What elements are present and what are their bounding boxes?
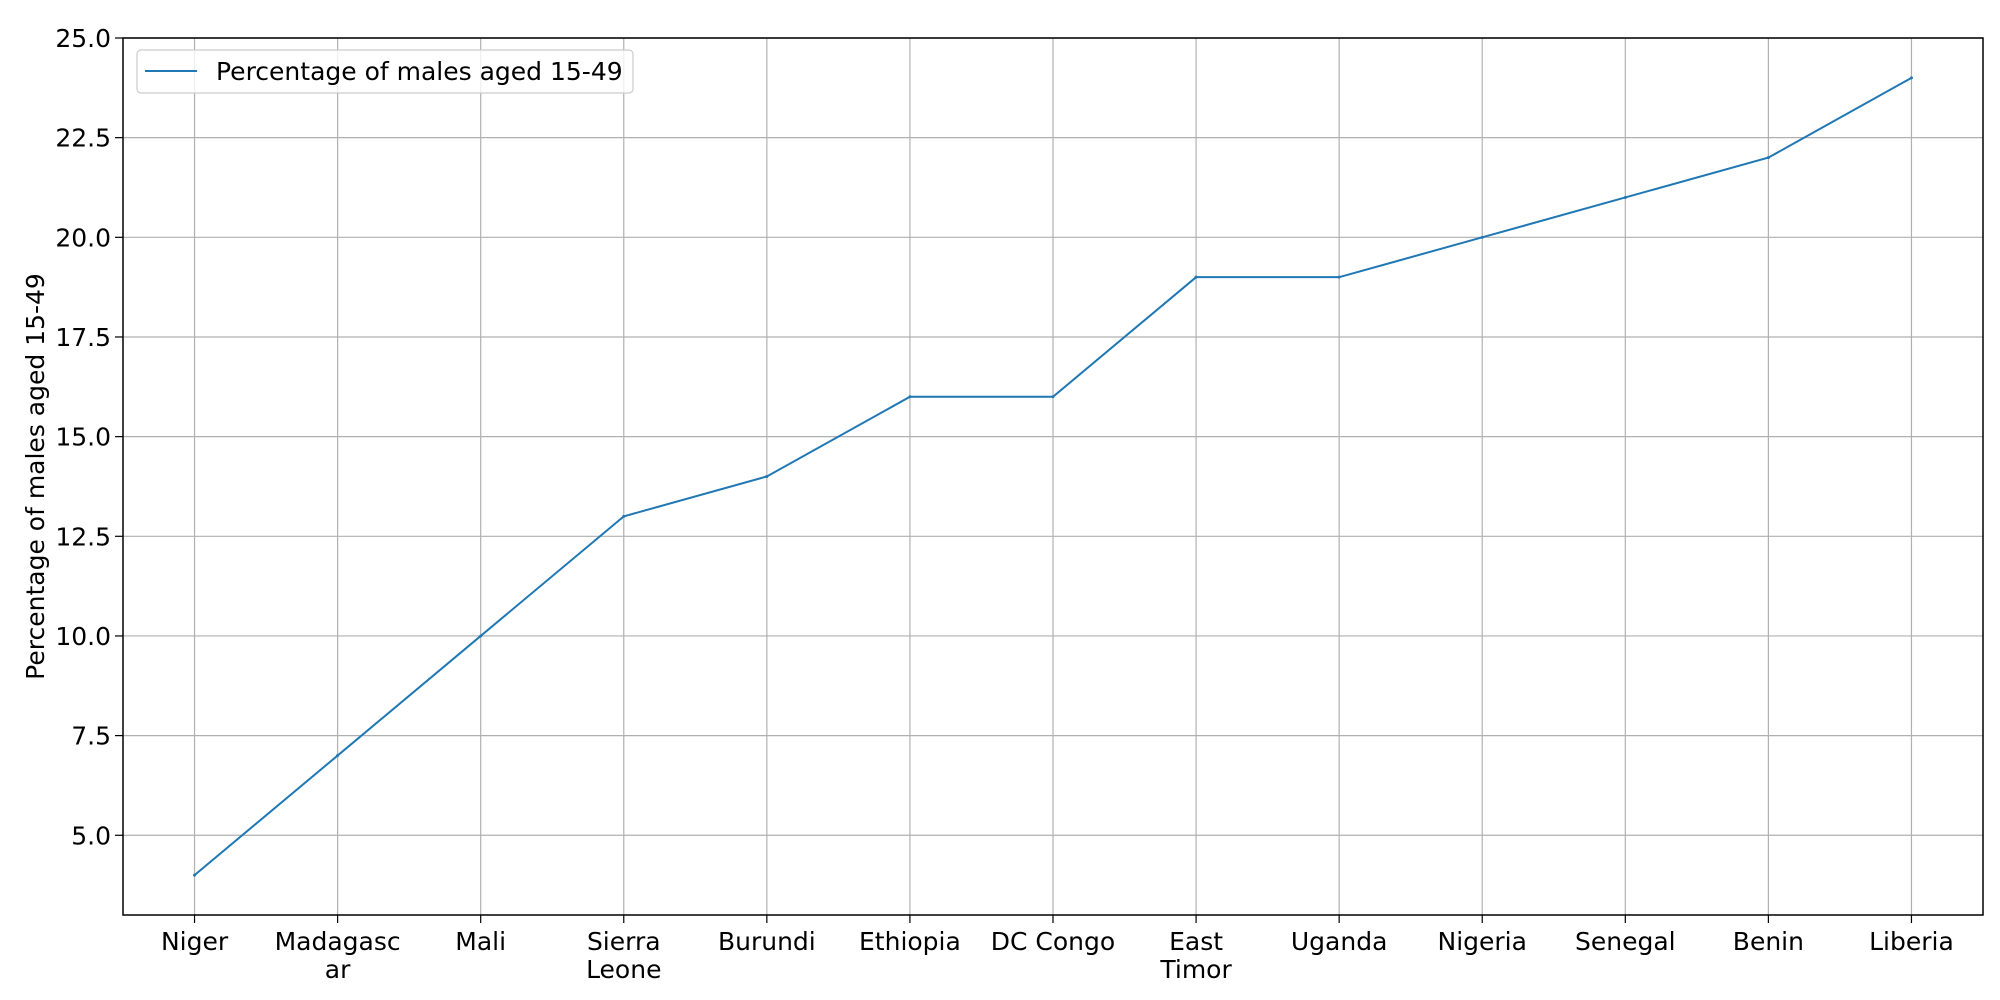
x-axis-ticks: Niger Madagasc ar Mali Sierra Leone Burundi Eth… — [161, 915, 1954, 984]
data-point — [1194, 275, 1198, 279]
x-tick-label: Uganda — [1291, 927, 1388, 956]
data-point — [479, 634, 483, 638]
legend-box — [136, 49, 634, 94]
x-tick-label: East Timor — [1159, 927, 1232, 984]
data-point — [765, 475, 769, 478]
x-tick-label-line: ar — [325, 955, 351, 984]
y-tick-label: 5.0 — [71, 821, 111, 850]
x-tick-label-line: Ethiopia — [859, 927, 961, 956]
data-point — [193, 873, 197, 877]
y-axis-label: Percentage of males aged 15-49 — [21, 273, 50, 680]
y-tick-label: 15.0 — [55, 423, 111, 452]
x-tick-label: Niger — [161, 927, 229, 956]
x-tick-label: Benin — [1733, 927, 1804, 956]
x-tick-label-line: DC Congo — [991, 927, 1115, 956]
x-tick-label-line: Madagasc — [275, 927, 401, 956]
grid-lines — [123, 37, 1983, 915]
data-point — [1909, 76, 1913, 80]
x-tick-label: Burundi — [718, 927, 816, 956]
x-tick-label: Senegal — [1575, 927, 1676, 956]
x-tick-label-line: Niger — [161, 927, 229, 956]
x-tick-label-line: Senegal — [1575, 927, 1676, 956]
x-tick-label: Mali — [455, 927, 506, 956]
y-axis-ticks: 5.0 7.5 10.0 12.5 15.0 17.5 20.0 22.5 25.0 — [55, 24, 123, 850]
data-point — [908, 395, 912, 399]
legend-label: Percentage of males aged 15-49 — [216, 57, 623, 86]
data-point — [1337, 275, 1341, 279]
x-tick-label-line: Liberia — [1869, 927, 1954, 956]
data-point — [1480, 235, 1484, 239]
data-point — [336, 754, 340, 758]
x-tick-label-line: Mali — [455, 927, 506, 956]
x-tick-label: Liberia — [1869, 927, 1954, 956]
data-point — [1051, 395, 1055, 399]
x-tick-label: Madagasc ar — [275, 927, 401, 984]
data-point — [1766, 156, 1770, 160]
x-tick-label-line: Timor — [1159, 955, 1232, 984]
x-tick-label-line: Uganda — [1291, 927, 1388, 956]
x-tick-label: DC Congo — [991, 927, 1115, 956]
x-tick-label: Ethiopia — [859, 927, 961, 956]
data-point — [1623, 195, 1627, 199]
y-tick-label: 10.0 — [55, 622, 111, 651]
x-tick-label-line: East — [1169, 927, 1223, 956]
x-tick-label-line: Benin — [1733, 927, 1804, 956]
series-layer — [193, 76, 1913, 877]
y-tick-label: 25.0 — [55, 24, 111, 53]
legend: Percentage of males aged 15-49 — [136, 49, 634, 94]
y-tick-label: 22.5 — [55, 124, 111, 153]
y-tick-label: 20.0 — [55, 223, 111, 252]
x-tick-label-line: Burundi — [718, 927, 816, 956]
x-tick-label-line: Nigeria — [1438, 927, 1527, 956]
y-tick-label: 17.5 — [55, 323, 111, 352]
y-tick-label: 7.5 — [71, 722, 111, 751]
x-tick-label-line: Sierra — [587, 927, 661, 956]
x-tick-label-line: Leone — [586, 955, 661, 984]
y-tick-label: 12.5 — [55, 522, 111, 551]
x-tick-label: Nigeria — [1438, 927, 1527, 956]
x-tick-label: Sierra Leone — [586, 927, 661, 984]
data-point — [622, 514, 626, 518]
